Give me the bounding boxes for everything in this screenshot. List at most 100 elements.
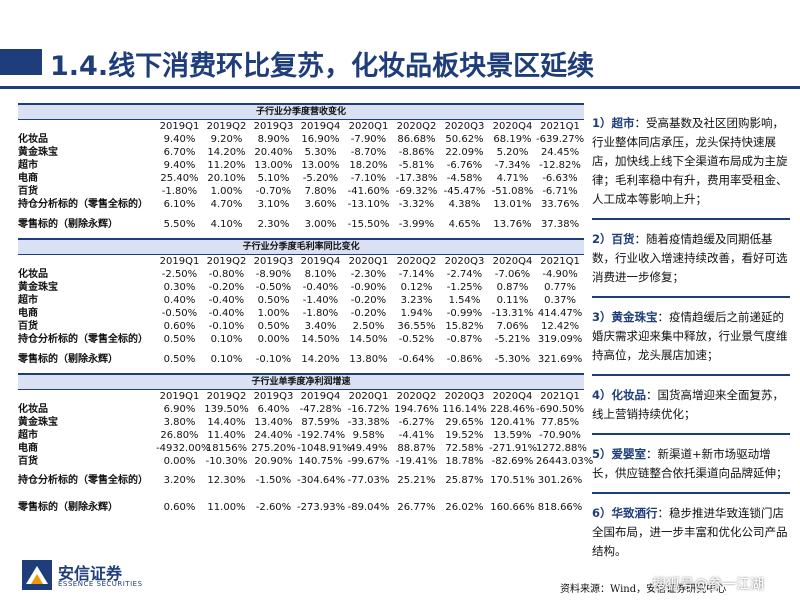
column-header: 2020Q3 (444, 391, 485, 402)
table-cell: 68.19% (493, 134, 532, 145)
table-cell: -15.50% (347, 219, 390, 230)
table-cell: 319.09% (537, 334, 583, 345)
table-cell: -4.90% (542, 269, 578, 280)
table-title: 子行业分季度毛利率同比变化 (18, 238, 585, 255)
note-item: 4）化妆品：国货高增迎来全面复苏，线上营销持续优化； (592, 386, 790, 424)
table-cell: 0.12% (400, 282, 433, 293)
column-header: 2019Q4 (300, 391, 341, 402)
table-cell: -69.32% (395, 186, 438, 197)
table-row: 超市 26.80% 11.40% 24.40% -192.74% 9.58% -4.41% 1… (18, 429, 584, 442)
table-cell: 22.09% (445, 147, 484, 158)
table-title: 子行业分季度营收变化 (18, 103, 585, 120)
table-cell: -690.50% (536, 404, 585, 415)
table-cell: 72.58% (445, 443, 484, 454)
table-cell: 170.51% (490, 475, 535, 486)
table-cell: 6.70% (163, 147, 196, 158)
table-row: 化妆品 6.90% 139.50% 6.40% -47.28% -16.72% 194.76… (18, 403, 584, 416)
table-cell: 15.82% (445, 321, 484, 332)
table-cell: 0.50% (257, 295, 290, 306)
table-row: 电商 -4932.00% 18156% 275.20% -1048.91% 49.49% 8… (18, 442, 587, 455)
table-cell: 120.41% (490, 417, 535, 428)
table-cell: -1.40% (302, 295, 339, 306)
table-cell: -0.64% (398, 354, 435, 365)
note-divider (592, 296, 790, 298)
logo-mark-icon (22, 560, 52, 590)
table-cell: 13.00% (301, 160, 340, 171)
column-header (18, 390, 156, 404)
table-cell: -70.90% (539, 430, 581, 441)
row-label: 持仓分析标的（零售全标的） (18, 475, 148, 486)
note-divider (592, 433, 790, 435)
row-label: 黄金珠宝 (18, 147, 58, 158)
table-cell: 11.00% (207, 502, 246, 513)
row-label: 零售标的（剔除永辉） (18, 502, 118, 513)
row-label: 百货 (18, 321, 38, 332)
note-text: ：新渠道+新市场驱动增长，供应链整合依托渠道向品牌延伸； (592, 447, 788, 480)
table-cell: 13.59% (493, 430, 532, 441)
column-header: 2020Q1 (348, 121, 389, 132)
table-row: 百货 -1.80% 1.00% -0.70% 7.80% -41.60% -69.32% -4… (18, 185, 584, 198)
table-cell: -19.41% (395, 456, 438, 467)
notes-panel: 1）超市：受高基数及社区团购影响，行业整体同店承压，龙头保持快速展店，加快线上线… (592, 114, 790, 561)
table-cell: 2.30% (257, 219, 290, 230)
table-cell: 20.40% (254, 147, 293, 158)
data-table-2: 子行业分季度毛利率同比变化 2019Q1 2019Q2 2019Q3 2019Q4 202… (18, 238, 585, 373)
row-label: 持仓分析标的（零售全标的） (18, 199, 148, 210)
table-cell: -0.50% (255, 282, 292, 293)
row-label: 化妆品 (18, 269, 48, 280)
row-label: 超市 (18, 295, 38, 306)
table-cell: 3.60% (304, 199, 337, 210)
note-number: 6） (592, 506, 612, 520)
table-cell: 77.85% (540, 417, 580, 428)
note-divider (592, 492, 790, 494)
table-cell: 26.80% (160, 430, 199, 441)
note-text: ：国货高增迎来全面复苏，线上营销持续优化； (592, 388, 785, 421)
note-number: 1） (592, 116, 612, 130)
table-cell: 4.70% (210, 199, 243, 210)
table-cell: 24.45% (540, 147, 580, 158)
table-cell: 18156% (205, 443, 248, 454)
table-cell: -0.80% (208, 269, 245, 280)
column-header: 2020Q1 (348, 391, 389, 402)
page-title: 1.4.线下消费环比复苏，化妆品板块景区延续 (50, 51, 595, 82)
column-header: 2021Q1 (540, 391, 580, 402)
table-cell: -6.27% (398, 417, 435, 428)
table-cell: -7.90% (350, 134, 387, 145)
note-number: 5） (592, 447, 612, 461)
column-header: 2021Q1 (540, 121, 580, 132)
table-row: 超市 9.40% 11.20% 13.00% 13.00% 18.20% -5.81% -6.… (18, 159, 584, 172)
table-cell: -1.80% (302, 308, 339, 319)
title-rule (0, 86, 800, 89)
table-cell: 194.76% (394, 404, 439, 415)
table-cell: 5.10% (257, 173, 290, 184)
table-cell: -6.76% (446, 160, 483, 171)
column-header: 2019Q3 (253, 391, 294, 402)
table-cell: 139.50% (204, 404, 249, 415)
note-heading: 爱婴室 (611, 447, 647, 461)
column-header: 2020Q4 (492, 391, 533, 402)
note-number: 3） (592, 310, 612, 324)
table-cell: -13.10% (347, 199, 390, 210)
table-cell: 3.20% (163, 475, 196, 486)
column-header: 2020Q2 (396, 391, 437, 402)
table-cell: -2.30% (350, 269, 387, 280)
table-cell: 0.60% (163, 502, 196, 513)
note-heading: 化妆品 (611, 388, 647, 402)
column-header: 2020Q4 (492, 256, 533, 267)
table-cell: 11.20% (207, 160, 246, 171)
table-cell: 160.66% (490, 502, 535, 513)
table-row: 零售标的（剔除永辉） 0.50% 0.10% -0.10% 14.20% 13.80% -0… (18, 353, 584, 366)
table-cell: 3.80% (163, 417, 196, 428)
note-number: 4） (592, 388, 612, 402)
table-cell: 13.00% (254, 160, 293, 171)
table-cell: -0.10% (255, 354, 292, 365)
table-cell: 275.20% (251, 443, 296, 454)
row-label: 化妆品 (18, 134, 48, 145)
tables-area: 子行业分季度营收变化 2019Q1 2019Q2 2019Q3 2019Q4 2020Q1… (18, 103, 593, 521)
table-cell: -0.86% (446, 354, 483, 365)
title-accent-bar (0, 49, 42, 75)
note-heading: 超市 (611, 116, 635, 130)
row-label: 百货 (18, 186, 38, 197)
row-label: 超市 (18, 430, 38, 441)
column-header: 2019Q3 (253, 121, 294, 132)
